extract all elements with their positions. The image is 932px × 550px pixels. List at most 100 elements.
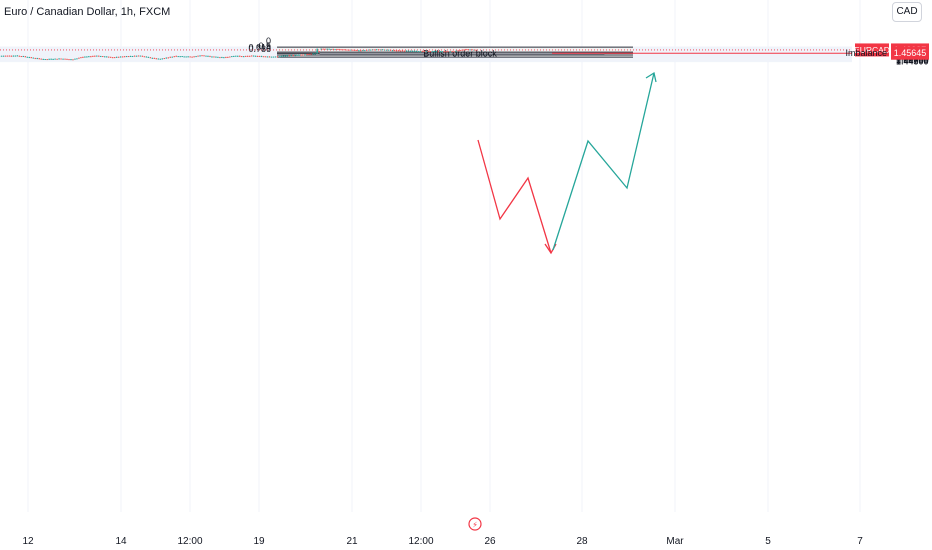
currency-button[interactable]: CAD xyxy=(892,2,922,22)
candle-body xyxy=(314,53,316,55)
candle-body xyxy=(24,56,27,58)
time-axis: 12 14 12:00 19 21 12:00 26 28 Mar 5 7 xyxy=(22,536,863,547)
candle-body xyxy=(409,50,412,52)
candle-body xyxy=(431,51,434,53)
lightning-glyph: ⚡ xyxy=(472,521,478,530)
candle-body xyxy=(22,56,25,58)
candle-body xyxy=(94,55,96,57)
candle-body xyxy=(84,56,86,58)
candle-body xyxy=(205,55,207,57)
candle-body xyxy=(18,55,21,57)
candle-body xyxy=(284,55,287,57)
time-tick-label: 19 xyxy=(253,536,265,547)
candle-body xyxy=(423,50,426,52)
candle-body xyxy=(106,56,108,58)
fib-label: 0.618 xyxy=(248,42,271,52)
candle-body xyxy=(318,51,320,53)
candle-body xyxy=(463,49,465,51)
candle-body xyxy=(441,51,443,53)
candle-body xyxy=(78,57,80,59)
candle-body xyxy=(133,55,136,57)
candle-body xyxy=(229,56,231,58)
candle-body xyxy=(443,51,445,53)
candle-body xyxy=(270,56,273,58)
candle-body xyxy=(139,55,142,57)
candle-body xyxy=(74,58,76,60)
candle-body xyxy=(173,56,175,58)
candle-body xyxy=(256,55,259,57)
candle-body xyxy=(475,49,477,51)
candle-body xyxy=(471,49,473,51)
candle-body xyxy=(399,50,402,52)
candle-body xyxy=(108,56,110,58)
candle-body xyxy=(113,57,116,59)
candle-body xyxy=(292,55,295,57)
candle-body xyxy=(98,55,100,57)
candle-body xyxy=(4,55,7,57)
candle-body xyxy=(312,53,314,55)
time-tick-label: 26 xyxy=(484,536,496,547)
candle-body xyxy=(197,55,199,57)
candle-body xyxy=(254,55,257,57)
candle-body xyxy=(227,56,229,58)
candle-body xyxy=(52,58,54,60)
candle-body xyxy=(119,56,122,58)
candle-body xyxy=(465,49,467,51)
candle-body xyxy=(36,58,38,60)
candle-body xyxy=(8,55,11,57)
candle-body xyxy=(34,58,36,60)
candle-body xyxy=(360,50,362,52)
time-tick-label: 12 xyxy=(22,536,34,547)
price-badges: EURCAD1.46097Imbalance1.45645 xyxy=(845,43,929,60)
candle-body xyxy=(235,55,237,57)
candle-body xyxy=(264,56,267,58)
last-price-line xyxy=(0,49,852,54)
lightning-icon[interactable] xyxy=(468,517,482,531)
candle-body xyxy=(44,59,46,61)
candle-body xyxy=(453,51,455,53)
candle-body xyxy=(104,56,106,58)
candle-body xyxy=(86,56,88,58)
candle-body xyxy=(217,56,219,58)
candle-body xyxy=(252,55,255,57)
candle-body xyxy=(58,58,60,60)
candle-body xyxy=(20,56,23,58)
candle-body xyxy=(370,49,372,51)
candle-body xyxy=(266,56,269,58)
imbalance-badge-text: 1.45645 xyxy=(894,48,927,58)
time-tick-label: 28 xyxy=(576,536,588,547)
candle-body xyxy=(189,56,191,58)
projection-down xyxy=(477,139,552,254)
candle-body xyxy=(425,51,428,53)
price-tick-label: 1.44700 xyxy=(896,55,929,65)
candle-body xyxy=(6,55,9,57)
candle-body xyxy=(296,54,299,56)
candle-body xyxy=(445,51,447,53)
candle-body xyxy=(207,55,209,57)
candle-body xyxy=(397,50,400,52)
candle-body xyxy=(28,57,30,59)
candle-body xyxy=(145,56,148,58)
candle-body xyxy=(129,55,132,57)
candle-body xyxy=(429,51,432,53)
candle-body xyxy=(16,55,19,57)
candle-body xyxy=(469,49,471,51)
candle-body xyxy=(213,56,215,58)
arrow-head-up xyxy=(645,71,657,83)
candle-body xyxy=(46,59,48,61)
candle-body xyxy=(382,49,384,51)
candle-body xyxy=(157,58,160,60)
candle-body xyxy=(380,49,382,51)
candle-body xyxy=(246,55,249,57)
candle-body xyxy=(121,56,124,58)
candle-body xyxy=(437,51,439,53)
candle-body xyxy=(231,56,233,58)
candle-body xyxy=(258,55,261,57)
candle-body xyxy=(60,58,62,60)
candle-body xyxy=(185,56,187,58)
candle-body xyxy=(151,57,154,59)
candle-body xyxy=(76,58,78,60)
candle-body xyxy=(191,56,193,58)
